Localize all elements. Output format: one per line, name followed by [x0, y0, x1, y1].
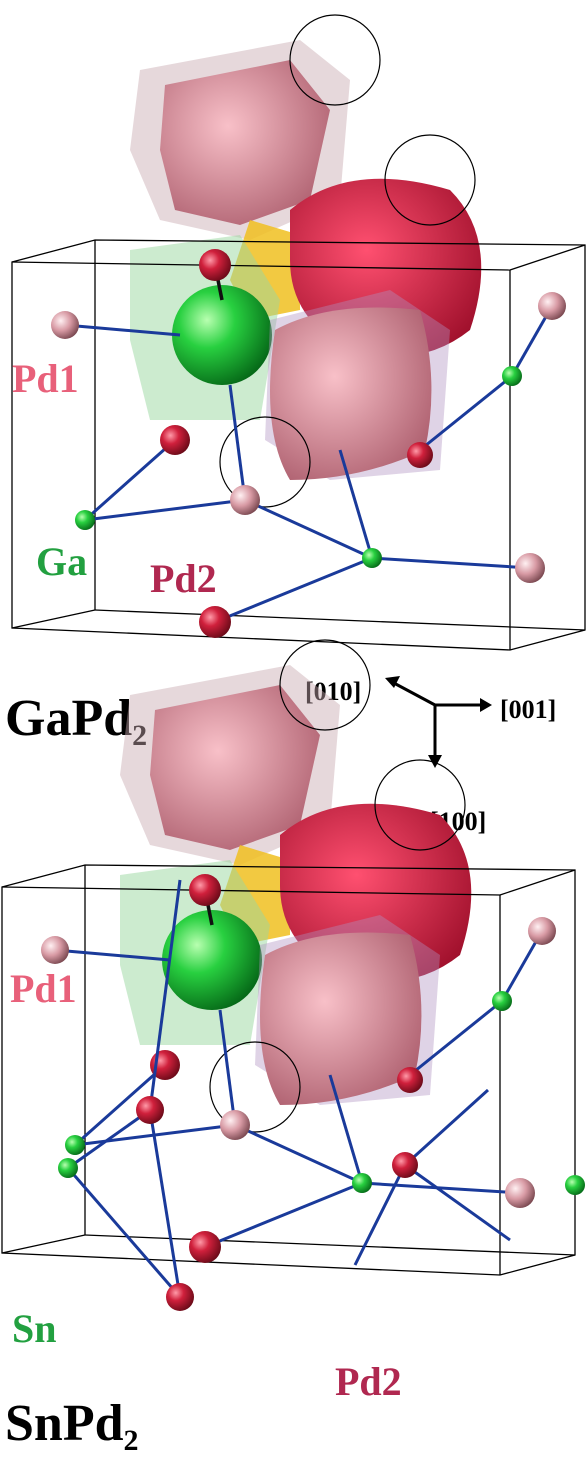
label-x: Ga — [36, 539, 87, 584]
label-pd2: Pd2 — [150, 556, 217, 601]
panel-snpd2: Pd1 Sn Pd2 SnPd2 — [0, 638, 585, 1457]
compound: SnPd2 — [5, 1395, 139, 1457]
label-pd1: Pd1 — [10, 966, 77, 1011]
label-x: Sn — [12, 1306, 57, 1351]
compound-base: SnPd — [5, 1395, 124, 1452]
crystal-structure — [10, 13, 586, 652]
compound-subscript: 2 — [124, 1424, 139, 1457]
axis-right: [001] — [500, 695, 556, 724]
label-pd1: Pd1 — [12, 356, 79, 401]
label-pd2: Pd2 — [335, 1359, 402, 1404]
compound-base: GaPd — [5, 690, 132, 747]
